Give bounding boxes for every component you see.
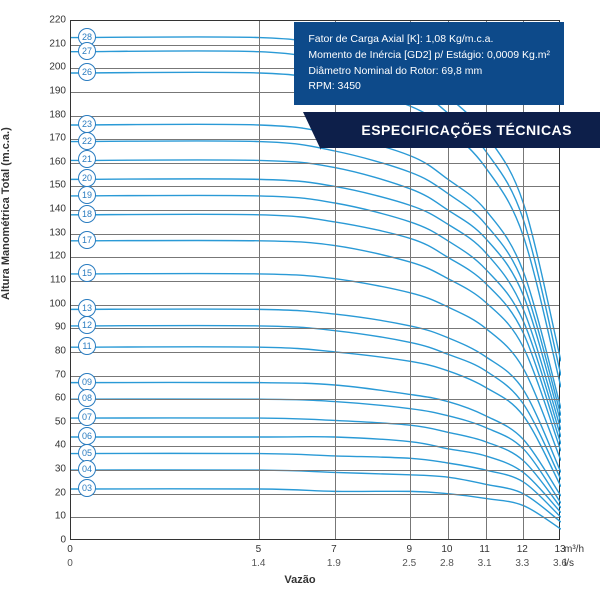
curve-label-08: 08 [78,389,96,407]
info-line: Diâmetro Nominal do Rotor: 69,8 mm [308,64,550,80]
curve-label-12: 12 [78,316,96,334]
curve-23 [71,124,561,408]
curve-label-17: 17 [78,231,96,249]
curve-label-03: 03 [78,479,96,497]
curve-06 [71,437,561,513]
curve-label-26: 26 [78,63,96,81]
curve-13 [71,309,561,472]
curve-label-05: 05 [78,444,96,462]
pump-chart: Altura Manométrica Total (m.c.a.) Vazão … [0,0,600,600]
curve-label-11: 11 [78,337,96,355]
curve-label-09: 09 [78,373,96,391]
x-axis-label: Vazão [284,574,315,586]
info-line: Momento de Inércia [GD2] p/ Estágio: 0,0… [308,48,550,64]
curve-label-27: 27 [78,42,96,60]
curve-15 [71,274,561,461]
curve-label-15: 15 [78,264,96,282]
curve-label-20: 20 [78,169,96,187]
curve-04 [71,470,561,522]
info-line: RPM: 3450 [308,79,550,95]
info-line: Fator de Carga Axial [K]: 1,08 Kg/m.c.a. [308,32,550,48]
curve-label-22: 22 [78,132,96,150]
curve-label-19: 19 [78,186,96,204]
curve-label-13: 13 [78,299,96,317]
curve-label-21: 21 [78,150,96,168]
curve-label-23: 23 [78,115,96,133]
curve-label-06: 06 [78,427,96,445]
curve-22 [71,141,561,416]
curve-label-07: 07 [78,408,96,426]
y-axis-label: Altura Manométrica Total (m.c.a.) [0,127,12,300]
spec-banner: ESPECIFICAÇÕES TÉCNICAS [321,112,600,148]
curve-label-18: 18 [78,205,96,223]
curve-label-04: 04 [78,460,96,478]
spec-info-box: Fator de Carga Axial [K]: 1,08 Kg/m.c.a.… [294,22,564,105]
curve-03 [71,489,561,529]
curve-08 [71,399,561,503]
